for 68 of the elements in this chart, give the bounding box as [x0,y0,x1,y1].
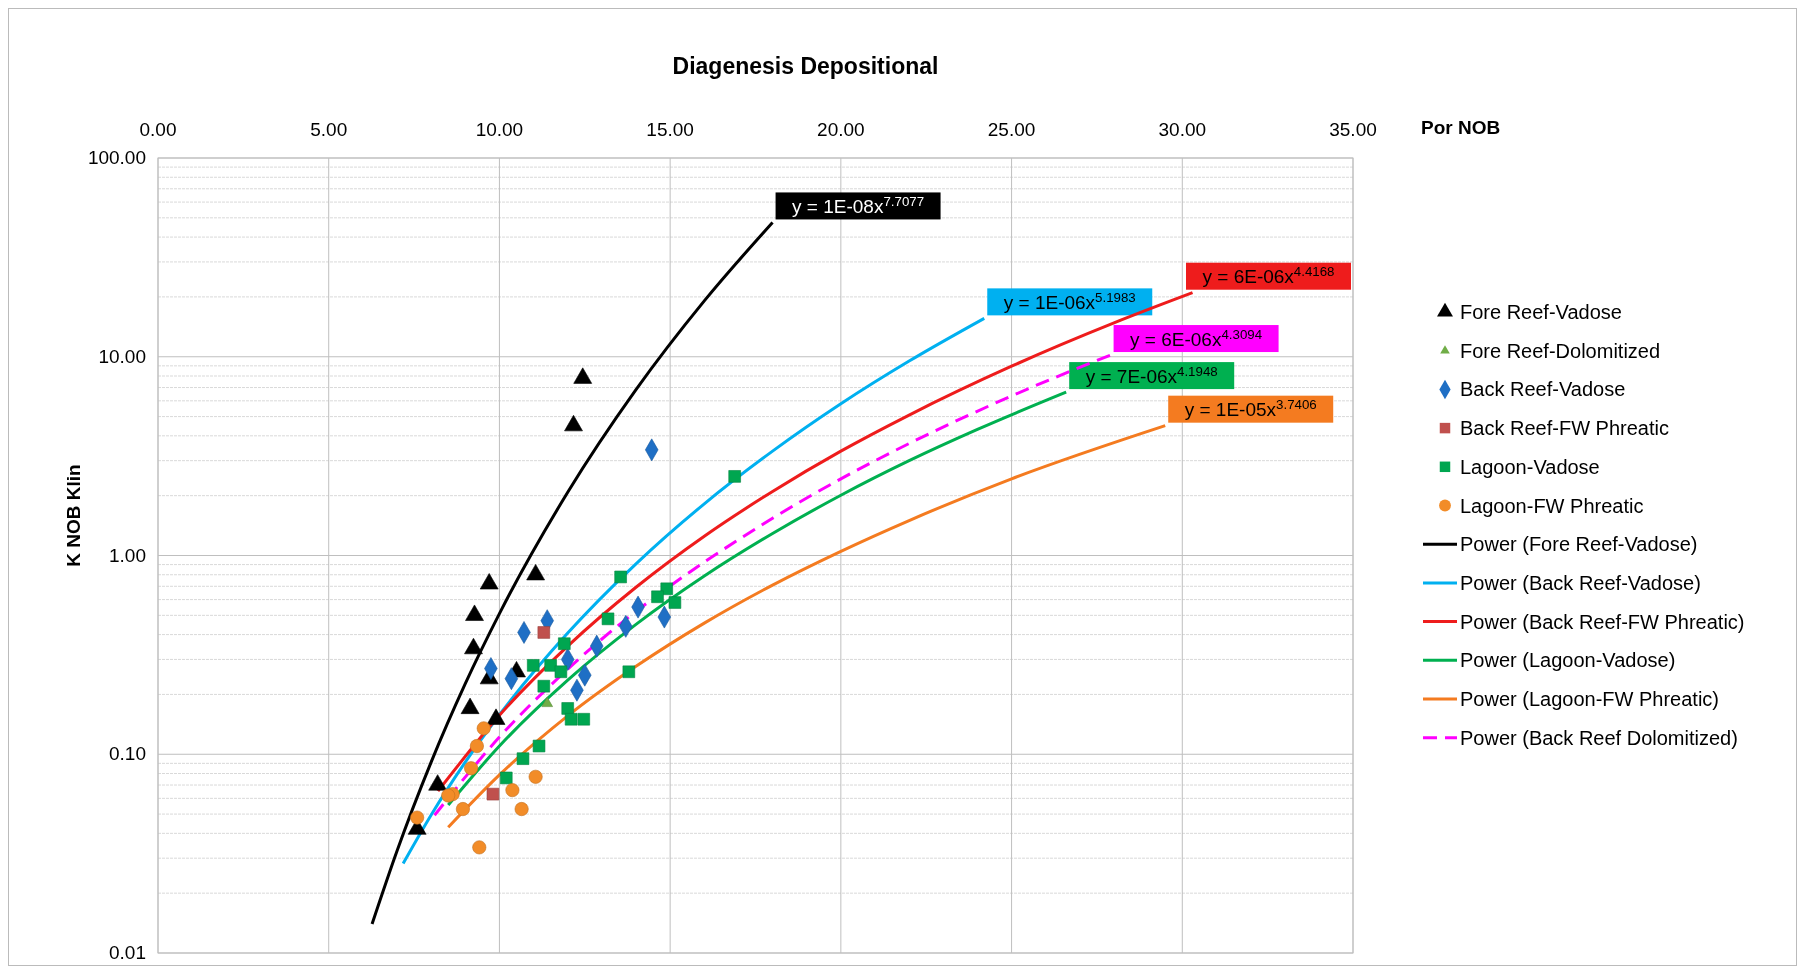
point [516,752,530,765]
point [651,590,664,603]
legend-label: Back Reef-FW Phreatic [1460,417,1669,440]
point [541,697,553,707]
y-tick-label: 10.00 [98,345,146,367]
annotation: y = 1E-06x$^{5.1983}$ [1003,289,1136,313]
line-series [446,390,1068,807]
x-tick-label: 10.00 [475,119,524,140]
line-series [433,353,1113,817]
line-series [446,424,1167,829]
point [728,470,741,483]
point [601,612,615,626]
x-tick-label: 35.00 [1329,119,1377,140]
legend-label: Power (Back Reef-FW Phreatic) [1460,610,1745,633]
point [528,769,543,784]
point [514,802,529,817]
legend-label: Fore Reef-Dolomitized [1460,339,1661,362]
x-tick-label: 15.00 [646,119,694,140]
point [577,713,590,726]
point [622,665,636,678]
point [476,721,491,736]
x-tick-label: 30.00 [1158,119,1207,140]
annotation: y = 6E-06x$^{4.4168}$ [1202,263,1335,288]
point [532,739,546,753]
legend-label: Power (Fore Reef-Vadose) [1460,533,1698,556]
annotation: y = 1E-05x$^{3.7406}$ [1184,396,1317,421]
x-axis-title: Por NOB [1421,117,1501,138]
line-series [370,220,775,926]
x-tick-label: 5.00 [310,119,348,140]
point [464,761,479,776]
point [554,665,568,678]
legend-label: Fore Reef-Vadose [1460,301,1622,323]
point [668,596,682,609]
point [614,570,627,584]
y-tick-label: 100.00 [87,147,146,168]
point [527,659,540,672]
point [500,771,513,785]
legend-label: Back Reef-Vadose [1460,378,1626,401]
annotation: y = 6E-06x$^{4.3094}$ [1130,326,1263,350]
legend-label: Power (Lagoon-FW Phreatic) [1460,688,1719,710]
legend-label: Lagoon-FW Phreatic [1460,494,1644,517]
point [505,783,520,798]
x-tick-label: 0.00 [139,119,177,140]
point [537,679,551,693]
legend-label: Lagoon-Vadose [1460,455,1600,478]
y-tick-label: 0.01 [109,942,146,963]
line-series [401,316,986,866]
point [561,702,574,715]
point [564,713,578,726]
chart-title: Diagenesis Depositional [672,53,939,79]
x-tick-label: 25.00 [987,119,1036,140]
annotation: y = 7E-06x$^{4.1948}$ [1085,363,1218,387]
legend-label: Power (Back Reef Dolomitized) [1460,726,1738,749]
y-axis-title: K NOB Klin [63,464,84,567]
y-tick-label: 0.10 [109,743,146,765]
point [469,739,484,753]
legend-label: Power (Lagoon-Vadose) [1460,649,1676,672]
point [455,802,470,817]
point [558,637,571,650]
legend-label: Power (Back Reef-Vadose) [1460,571,1701,594]
y-tick-label: 1.00 [109,544,146,566]
x-tick-label: 20.00 [817,119,865,140]
annotation: y = 1E-08x$^{7.7077}$ [792,193,925,217]
point [410,810,425,825]
point [537,626,551,639]
point [472,840,487,855]
point [486,787,500,801]
point [441,788,456,803]
